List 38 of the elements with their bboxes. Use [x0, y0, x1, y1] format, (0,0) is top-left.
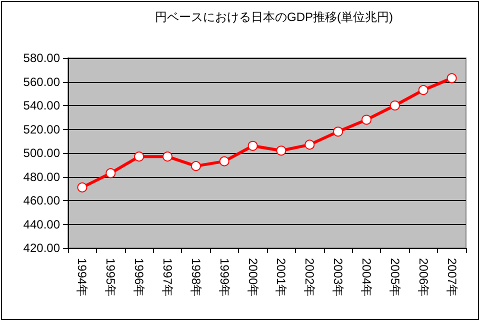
- x-tick-label: 2003年: [331, 258, 346, 297]
- x-tick-label: 2005年: [388, 258, 402, 297]
- x-tick-label: 2000年: [246, 258, 260, 297]
- y-tick-label: 540.00: [23, 98, 60, 112]
- point: [333, 126, 344, 137]
- x-tick-label: 1997年: [160, 258, 174, 297]
- point: [77, 182, 88, 192]
- x-tick-label: 1999年: [217, 258, 232, 297]
- x-tick-label: 2002年: [302, 258, 317, 297]
- y-tick-label: 580.00: [23, 51, 60, 65]
- point: [446, 73, 457, 84]
- point: [219, 156, 230, 166]
- y-tick-label: 480.00: [23, 170, 60, 184]
- point: [418, 85, 428, 96]
- x-tick-label: 1998年: [188, 258, 203, 297]
- point: [304, 140, 315, 150]
- y-tick-label: 520.00: [23, 122, 60, 136]
- y-tick-label: 440.00: [23, 217, 60, 232]
- x-tick-label: 2001年: [274, 258, 288, 297]
- y-tick-label: 420.00: [23, 241, 60, 255]
- point: [162, 152, 172, 162]
- point: [276, 146, 286, 156]
- point: [106, 168, 116, 178]
- y-tick-label: 560.00: [23, 74, 60, 89]
- x-tick-label: 2007年: [444, 258, 459, 297]
- point: [390, 100, 400, 110]
- y-tick-label: 460.00: [23, 194, 60, 208]
- x-tick-label: 2004年: [360, 258, 374, 297]
- x-tick-label: 2006年: [416, 258, 430, 297]
- chart-title: 円ベースにおける日本のGDP推移(単位兆円): [155, 10, 393, 24]
- y-tick-label: 500.00: [23, 146, 60, 160]
- point: [190, 161, 201, 172]
- x-tick-label: 1995年: [104, 258, 118, 297]
- point: [134, 152, 144, 162]
- point: [248, 140, 258, 151]
- x-tick-label: 1996年: [132, 258, 146, 297]
- x-tick-label: 1994年: [75, 258, 90, 297]
- point: [362, 114, 372, 125]
